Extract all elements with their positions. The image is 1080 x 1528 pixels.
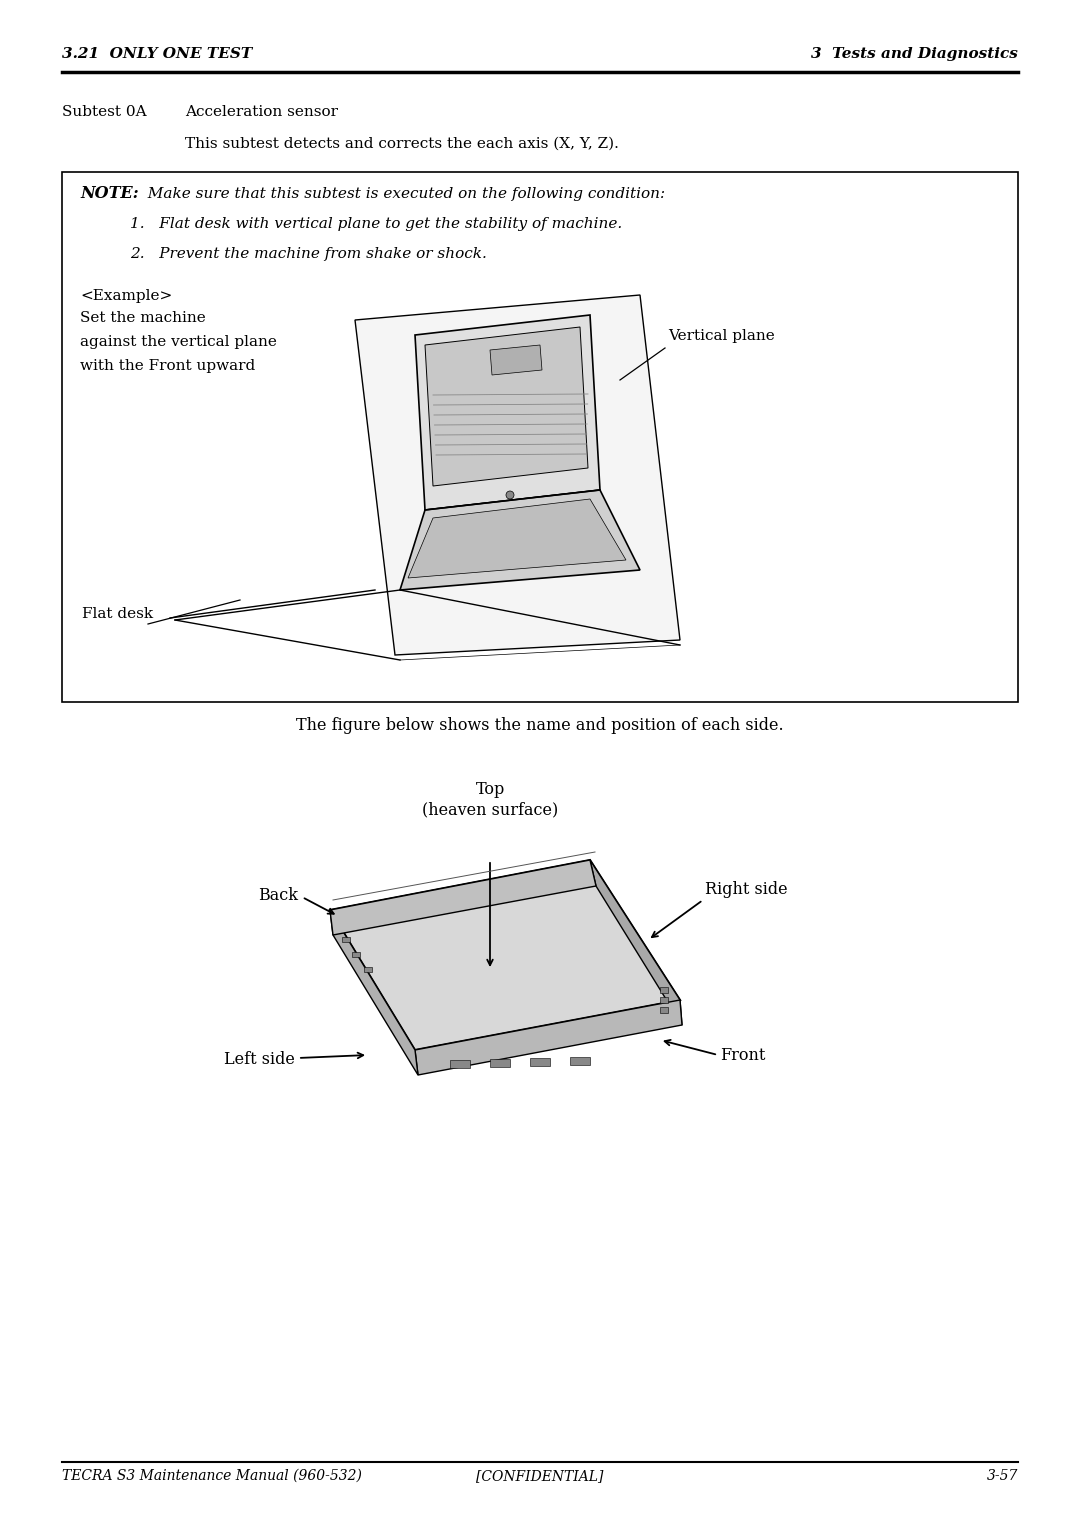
Text: Vertical plane: Vertical plane [669,329,774,342]
Text: against the vertical plane: against the vertical plane [80,335,276,348]
Polygon shape [490,345,542,374]
Text: The figure below shows the name and position of each side.: The figure below shows the name and posi… [296,717,784,733]
Text: Right side: Right side [705,882,787,898]
Text: 3.21  ONLY ONE TEST: 3.21 ONLY ONE TEST [62,47,253,61]
Polygon shape [426,327,588,486]
Text: 3-57: 3-57 [987,1468,1018,1484]
Text: Left side: Left side [225,1051,295,1068]
Polygon shape [400,490,640,590]
Text: Set the machine: Set the machine [80,312,206,325]
Polygon shape [415,999,681,1076]
Polygon shape [330,860,596,935]
Bar [660,987,669,993]
Text: Back: Back [258,886,298,903]
Text: Flat desk: Flat desk [82,607,153,620]
Text: <Example>: <Example> [80,289,172,303]
Bar [490,1059,510,1067]
Text: NOTE:: NOTE: [80,185,138,202]
Text: Subtest 0A: Subtest 0A [62,105,147,119]
Polygon shape [590,860,681,1025]
Bar [352,952,360,957]
Text: Top
(heaven surface): Top (heaven surface) [422,781,558,817]
Polygon shape [408,500,626,578]
Polygon shape [355,295,680,656]
Text: TECRA S3 Maintenance Manual (960-532): TECRA S3 Maintenance Manual (960-532) [62,1468,362,1484]
Bar [660,1007,669,1013]
Bar [62,173,1018,701]
Text: 3  Tests and Diagnostics: 3 Tests and Diagnostics [811,47,1018,61]
Bar [342,937,350,941]
Polygon shape [415,315,600,510]
Bar [364,967,372,972]
Text: Make sure that this subtest is executed on the following condition:: Make sure that this subtest is executed … [138,186,665,202]
Text: Front: Front [720,1047,766,1063]
Bar [570,1057,590,1065]
Bar [450,1060,470,1068]
Polygon shape [330,911,418,1076]
Text: 2.   Prevent the machine from shake or shock.: 2. Prevent the machine from shake or sho… [130,248,487,261]
Text: This subtest detects and corrects the each axis (X, Y, Z).: This subtest detects and corrects the ea… [185,138,619,151]
Circle shape [507,490,514,500]
Bar [660,996,669,1002]
Bar [530,1057,550,1067]
Text: [CONFIDENTIAL]: [CONFIDENTIAL] [476,1468,604,1484]
Polygon shape [330,860,680,1050]
Text: Acceleration sensor: Acceleration sensor [185,105,338,119]
Text: 1.   Flat desk with vertical plane to get the stability of machine.: 1. Flat desk with vertical plane to get … [130,217,622,231]
Text: with the Front upward: with the Front upward [80,359,255,373]
